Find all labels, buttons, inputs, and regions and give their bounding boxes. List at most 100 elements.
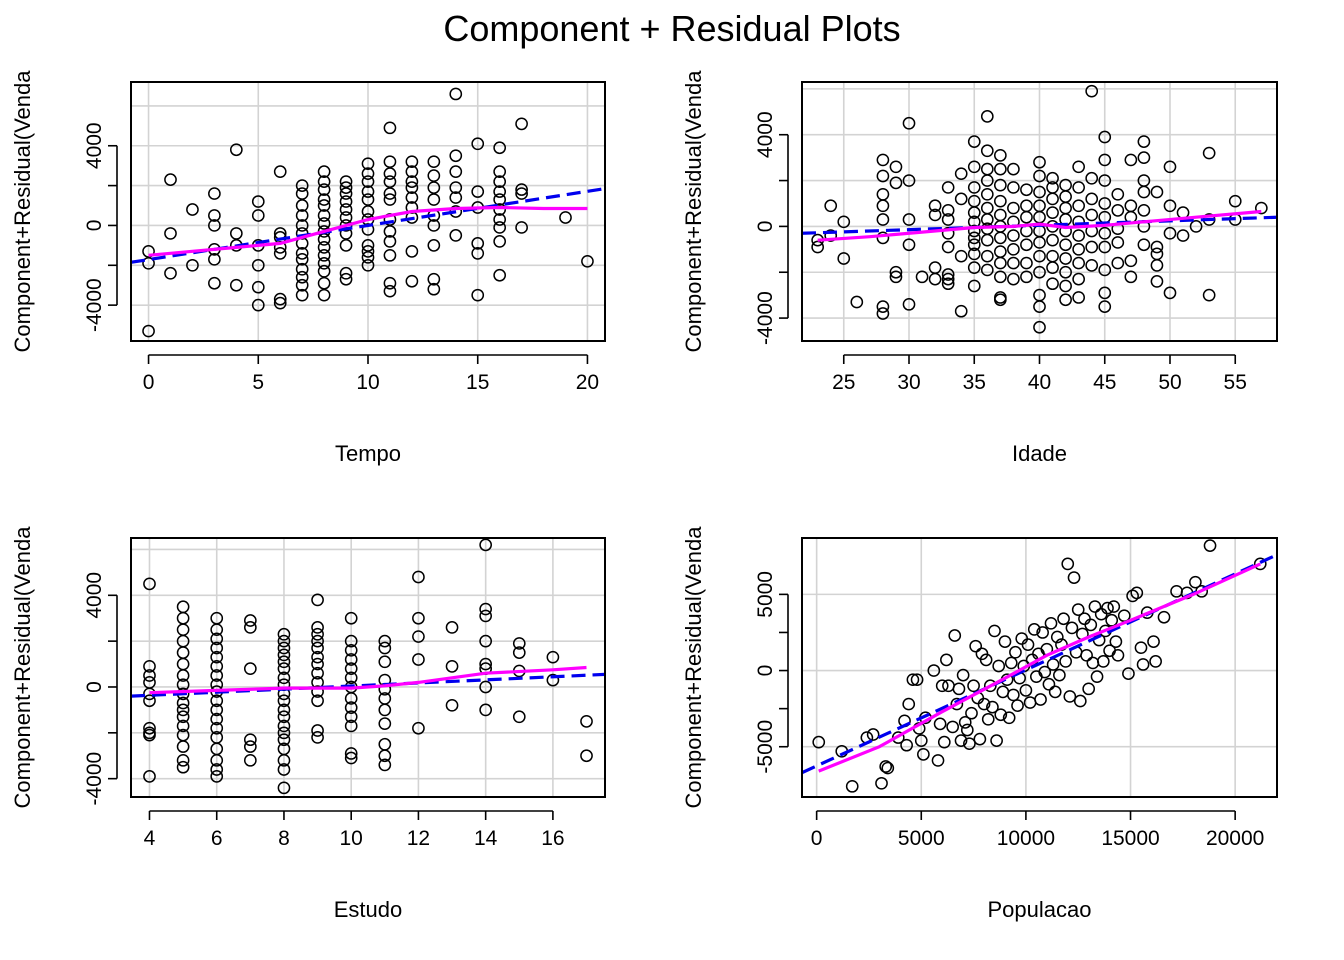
residual-point [427,169,441,182]
residual-point [998,635,1012,648]
residual-point [405,165,419,179]
residual-point [940,653,953,667]
residual-point [317,183,331,196]
residual-point [900,738,913,752]
residual-point [902,174,916,187]
residual-point [317,276,331,290]
residual-point [361,185,375,198]
residual-point [243,740,257,753]
panel-populacao: 0 5000 10000 15000 20000 Populacao -5000 0 5000 C… [681,526,1278,922]
y-axis-title: Component+Residual(Venda [681,526,706,809]
residual-point [361,250,375,264]
residual-point [243,614,257,627]
residual-point [1163,286,1177,300]
y-tick-label: 5000 [754,571,777,618]
x-tick-label: 8 [278,827,290,850]
residual-point [1107,600,1121,613]
residual-point [243,662,257,675]
residual-point [958,715,972,729]
x-tick-label: 30 [897,371,920,394]
residual-point [339,211,353,224]
residual-point [479,602,493,616]
residual-point [1059,238,1072,252]
residual-point [277,694,291,708]
residual-point [361,175,375,188]
residual-point [493,213,507,226]
residual-point [1137,204,1151,217]
residual-point [1072,291,1085,304]
residual-point [515,221,528,234]
residual-point [273,246,287,260]
residual-point [164,227,177,240]
residual-point [512,710,526,724]
residual-point [902,116,916,130]
residual-point [845,779,859,793]
residual-point [344,662,358,675]
residual-point [875,776,888,790]
residual-point [339,266,353,280]
residual-point [378,749,392,763]
residual-point [251,280,265,294]
residual-point [1150,247,1164,261]
residual-point [876,307,890,320]
residual-point [176,623,190,637]
x-tick-label: 0 [811,827,823,850]
residual-point [142,324,155,338]
residual-point [311,666,324,680]
residual-point [1111,256,1125,270]
residual-point [1085,171,1099,185]
residual-point [933,717,947,731]
residual-point [361,157,375,171]
residual-point [931,754,945,767]
residual-point [941,204,955,217]
residual-point [208,187,221,200]
residual-point [210,703,224,717]
residual-point [967,679,980,693]
panel-idade: 25 30 35 40 45 50 55 Idade -4000 0 4000 Component+R… [681,70,1278,466]
residual-point [889,176,903,190]
residual-point [1085,240,1099,254]
residual-point [361,239,375,252]
residual-point [1034,693,1047,706]
residual-point [546,650,560,664]
residual-point [295,199,309,212]
residual-point [210,753,224,767]
residual-point [1085,84,1099,98]
residual-point [493,268,507,282]
residual-point [811,240,825,254]
residual-point [1063,690,1077,703]
residual-point [956,668,970,682]
residual-point [1130,586,1144,600]
y-tick-label: 4000 [754,111,777,158]
residual-point [295,219,309,232]
residual-point [471,246,485,260]
x-tick-label: 20 [576,371,599,394]
x-tick-label: 20000 [1206,827,1264,850]
residual-point [471,185,485,198]
residual-point [317,165,331,179]
x-tick-label: 4 [144,827,156,850]
residual-point [889,265,903,279]
residual-point [1059,190,1072,203]
residual-point [1085,259,1099,272]
residual-point [1007,229,1020,242]
residual-point [295,209,309,222]
residual-point [980,201,994,215]
residual-point [277,763,291,776]
residual-point [994,708,1008,722]
residual-point [493,193,507,206]
residual-point [965,706,978,720]
residual-point [208,252,221,266]
residual-point [1134,641,1148,655]
residual-point [546,673,560,687]
residual-point [879,760,893,773]
x-tick-label: 15000 [1101,827,1159,850]
x-tick-label: 0 [143,371,155,394]
residual-point [1048,685,1062,699]
residual-point [935,679,949,693]
residual-point [876,300,890,313]
residual-point [954,192,968,206]
residual-point [1059,201,1072,215]
residual-point [1061,557,1075,571]
